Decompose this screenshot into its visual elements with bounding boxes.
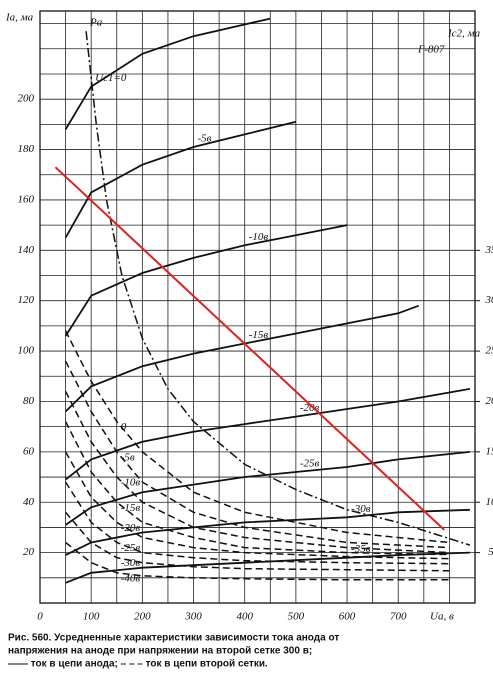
curve-label: -20в [300, 402, 320, 414]
curve [64, 481, 450, 565]
caption: —— ток в цепи анода; – – – ток в цепи вт… [8, 659, 268, 670]
curve-label: -20в [121, 522, 141, 534]
y-tick-label: 20 [23, 546, 35, 558]
curve [65, 551, 470, 584]
curve [64, 224, 348, 337]
curve [64, 391, 450, 554]
y-tick-label: 60 [23, 445, 35, 457]
curve-label: 0 [121, 421, 127, 433]
x-tick-label: 100 [83, 611, 100, 623]
y-tick-label: 80 [23, 395, 35, 407]
y-tick-label: 40 [23, 496, 35, 508]
curve [64, 421, 450, 556]
y2-axis-label: Iс2, ма [447, 28, 481, 40]
y-tick-label: 200 [18, 93, 35, 105]
curve-label: Uс1=0 [95, 72, 127, 84]
y2-tick-label: 25 [486, 345, 493, 357]
curve [64, 120, 297, 239]
y-tick-label: 160 [18, 193, 35, 205]
x-axis-label: Uа, в [430, 611, 454, 623]
y2-tick-label: 10 [486, 496, 493, 508]
curve-label: -40в [121, 572, 141, 584]
curve [65, 451, 470, 526]
curve [65, 511, 450, 572]
curve [64, 451, 450, 560]
curve [64, 17, 271, 130]
curve-label: -15в [249, 329, 269, 341]
curve-label: -10в [249, 231, 269, 243]
y-tick-label: 120 [18, 294, 35, 306]
y-tick-label: 100 [18, 345, 35, 357]
y-tick-label: 180 [18, 143, 35, 155]
x-tick-label: 200 [134, 611, 151, 623]
chart-title: Г-807 [417, 44, 445, 56]
y2-tick-label: 30 [485, 294, 493, 306]
x-tick-label: 600 [339, 611, 356, 623]
curve [65, 541, 450, 581]
y-tick-label: 140 [18, 244, 35, 256]
y2-tick-label: 15 [486, 445, 493, 457]
load-line [54, 166, 445, 531]
curve [64, 360, 450, 549]
curve [65, 508, 470, 556]
curve-label: -30в [351, 503, 371, 515]
y2-tick-label: 20 [486, 395, 493, 407]
x-tick-label: 700 [390, 611, 407, 623]
y-axis-label: Iа, ма [5, 12, 34, 24]
curve-label: -10в [121, 477, 141, 489]
curve-label: -5в [121, 451, 135, 463]
curve [85, 31, 471, 546]
curve-label: -25в [300, 458, 320, 470]
caption: напряжения на аноде при напряжении на вт… [8, 646, 312, 657]
x-tick-label: 400 [236, 611, 253, 623]
curve-label: -30в [121, 557, 141, 569]
curve [65, 388, 471, 481]
curve-label: Pа [89, 17, 103, 29]
y2-tick-label: 5 [488, 546, 493, 558]
curve [64, 330, 450, 544]
curve-label: -5в [198, 133, 212, 145]
x-tick-label: 0 [37, 611, 43, 623]
curve-label: -25в [121, 542, 141, 554]
curve-label: -15в [121, 502, 141, 514]
y2-tick-label: 35 [485, 244, 493, 256]
caption: Рис. 560. Усредненные характеристики зав… [8, 633, 339, 644]
curve [64, 304, 420, 413]
x-tick-label: 300 [184, 611, 202, 623]
x-tick-label: 500 [288, 611, 305, 623]
